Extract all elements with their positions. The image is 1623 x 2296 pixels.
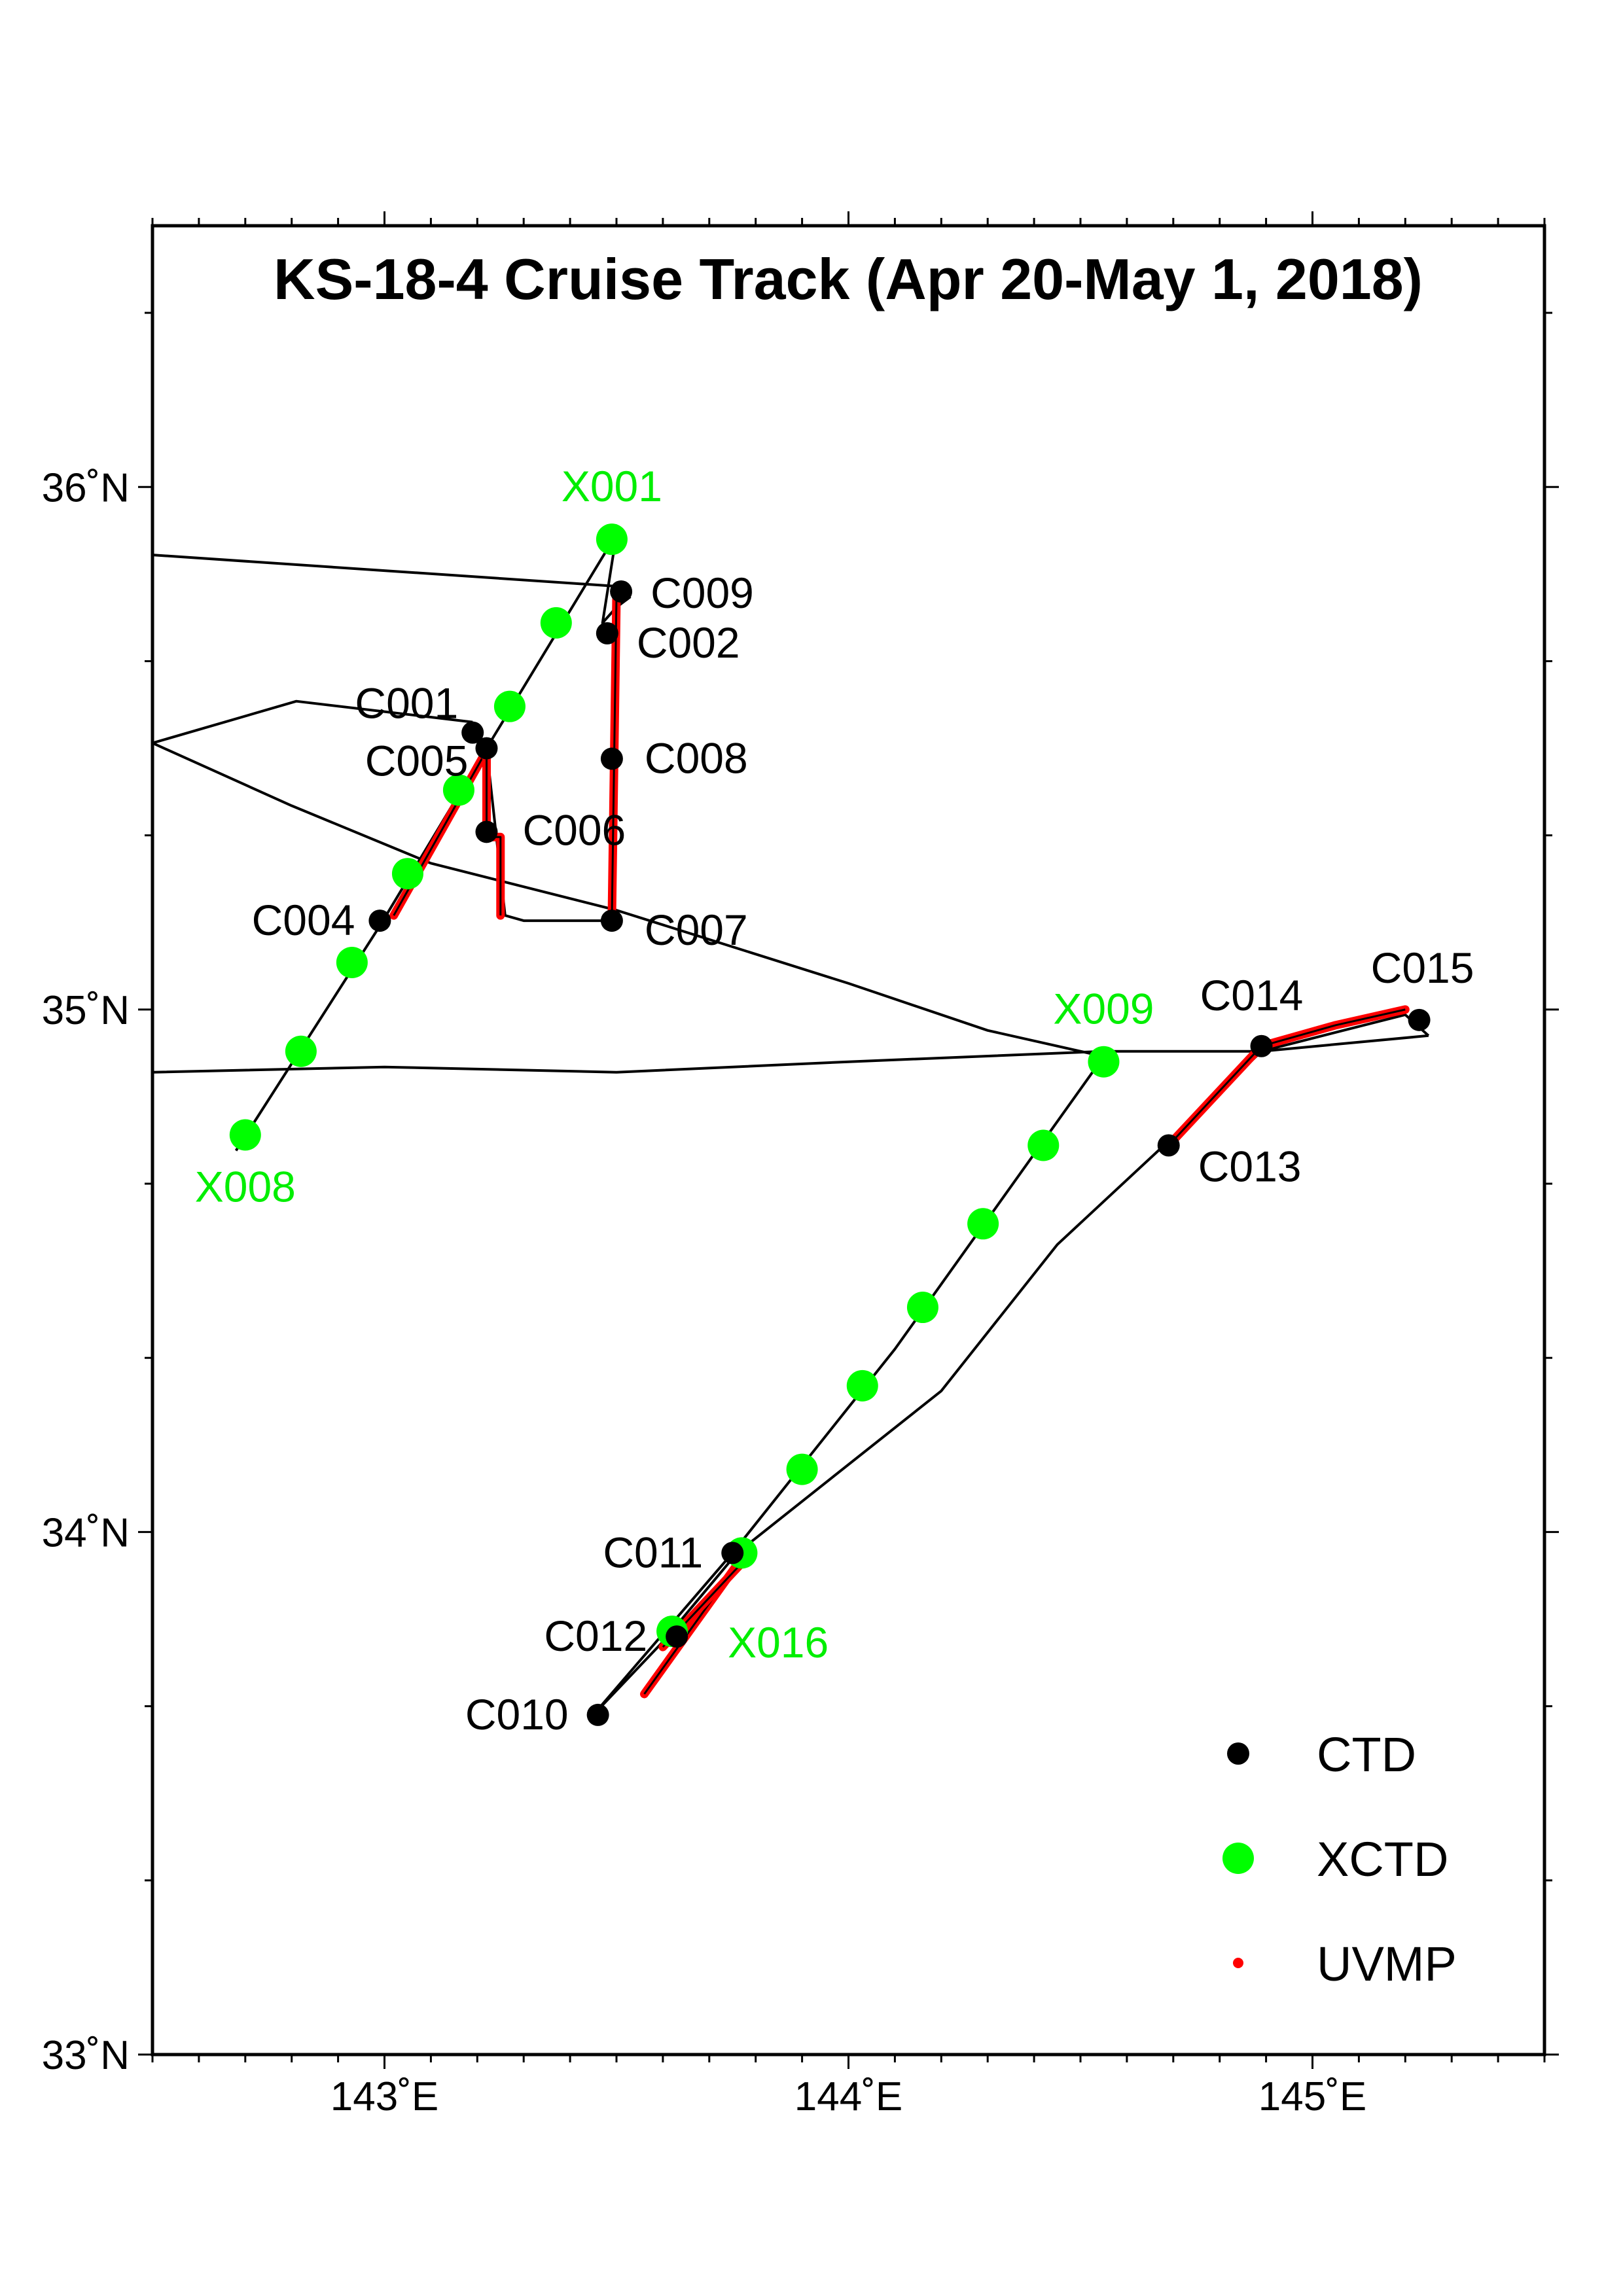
x-tick-label: 144˚E xyxy=(794,2074,902,2119)
track-line xyxy=(152,741,1104,1058)
station-label-x001: X001 xyxy=(562,462,662,510)
xctd-station-x006 xyxy=(336,946,368,978)
ctd-station-c009 xyxy=(610,580,633,603)
ctd-station-c011 xyxy=(721,1542,744,1564)
xctd-station-x013 xyxy=(846,1369,878,1402)
xctd-station-x009 xyxy=(1088,1046,1120,1078)
ctd-station-c012 xyxy=(666,1625,688,1648)
legend-marker-xctd xyxy=(1222,1843,1254,1874)
legend-label-xctd: XCTD xyxy=(1317,1832,1448,1886)
station-label-c014: C014 xyxy=(1200,971,1304,1019)
xctd-station-x011 xyxy=(967,1208,999,1240)
station-label-c011: C011 xyxy=(603,1528,703,1576)
station-label-c012: C012 xyxy=(544,1612,647,1660)
xctd-station-x010 xyxy=(1027,1129,1060,1161)
track-line xyxy=(152,699,473,745)
xctd-station-x007 xyxy=(285,1035,317,1067)
station-label-x008: X008 xyxy=(195,1163,296,1211)
ctd-station-c006 xyxy=(475,821,498,843)
xctd-station-x012 xyxy=(906,1292,938,1324)
ctd-station-c001 xyxy=(461,721,484,744)
station-label-c006: C006 xyxy=(522,805,626,854)
ctd-station-c013 xyxy=(1157,1134,1180,1157)
y-tick-label: 33˚N xyxy=(42,2033,130,2078)
xctd-station-x008 xyxy=(229,1119,261,1151)
y-tick-label: 35˚N xyxy=(42,988,130,1033)
uvmp-track-line xyxy=(1168,1008,1406,1146)
ctd-station-c002 xyxy=(596,622,618,645)
chart-title: KS-18-4 Cruise Track (Apr 20-May 1, 2018… xyxy=(274,247,1423,311)
legend-marker-ctd xyxy=(1227,1742,1249,1765)
station-label-c002: C002 xyxy=(637,618,740,667)
axis-tick-labels: 143˚E 144˚E 145˚E 33˚N 34˚N 35˚N 36˚N xyxy=(42,465,1367,2119)
legend-label-uvmp: UVMP xyxy=(1317,1937,1457,1991)
station-label-c008: C008 xyxy=(645,734,748,783)
ctd-station-c004 xyxy=(368,910,391,932)
xctd-station-x005 xyxy=(391,858,423,890)
xctd-station-x001 xyxy=(596,523,628,556)
xctd-station-x003 xyxy=(493,690,526,722)
axis-ticks xyxy=(138,211,1559,2069)
ctd-station-c015 xyxy=(1408,1008,1431,1031)
station-label-x016: X016 xyxy=(728,1618,829,1667)
ctd-station-c007 xyxy=(600,910,623,932)
xctd-stations xyxy=(229,523,1120,1648)
y-tick-label: 34˚N xyxy=(42,1510,130,1555)
x-tick-label: 145˚E xyxy=(1258,2074,1366,2119)
station-label-c010: C010 xyxy=(465,1690,569,1739)
legend-marker-uvmp xyxy=(1233,1958,1243,1968)
station-labels: C001 C002 C004 C005 C006 C007 C008 C009 C010 C011… xyxy=(195,462,1474,1739)
x-tick-label: 143˚E xyxy=(330,2074,438,2119)
station-label-c007: C007 xyxy=(645,906,748,954)
ctd-station-c005 xyxy=(475,737,498,760)
station-label-c015: C015 xyxy=(1371,944,1474,992)
ctd-stations xyxy=(368,580,1431,1726)
ctd-station-c008 xyxy=(600,747,623,770)
xctd-station-x004 xyxy=(442,774,474,806)
station-label-c004: C004 xyxy=(252,896,355,944)
legend: CTD XCTD UVMP xyxy=(1222,1727,1457,1991)
ctd-station-c014 xyxy=(1250,1034,1273,1057)
station-label-c013: C013 xyxy=(1198,1142,1302,1190)
xctd-station-x002 xyxy=(540,607,572,639)
legend-label-ctd: CTD xyxy=(1317,1727,1416,1782)
station-label-c001: C001 xyxy=(355,679,458,728)
y-tick-label: 36˚N xyxy=(42,465,130,510)
station-label-x009: X009 xyxy=(1053,985,1154,1033)
xctd-station-x014 xyxy=(786,1453,818,1485)
station-label-c009: C009 xyxy=(651,569,754,617)
station-label-c005: C005 xyxy=(365,737,469,785)
ctd-station-c010 xyxy=(586,1703,609,1726)
